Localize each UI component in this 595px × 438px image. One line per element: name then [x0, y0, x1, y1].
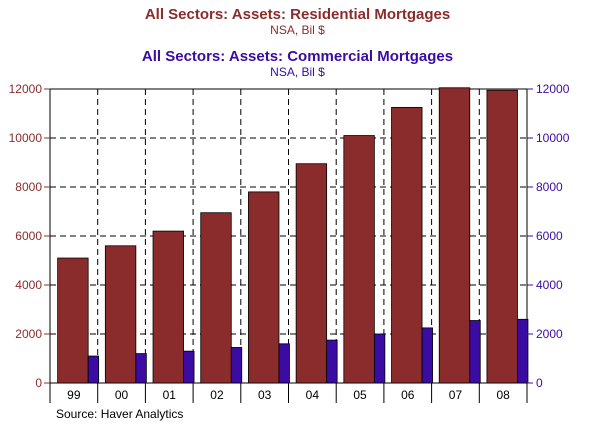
bar-commercial-06: [421, 327, 433, 384]
bar-residential-05: [343, 135, 375, 384]
bar-commercial-08: [517, 318, 529, 384]
bar-residential-04: [295, 163, 328, 384]
left-axis-tick-label: 12000: [9, 82, 43, 96]
x-axis-tick-label: 05: [353, 388, 367, 402]
bar-residential-06: [391, 106, 423, 384]
left-axis-tick-label: 4000: [15, 278, 42, 292]
right-axis-tick-label: 2000: [536, 327, 563, 341]
bar-commercial-05: [373, 333, 386, 384]
left-axis-tick-label: 0: [35, 376, 42, 390]
bar-commercial-99: [87, 355, 100, 384]
x-axis-tick-label: 07: [449, 388, 463, 402]
x-axis-tick-label: 06: [401, 388, 415, 402]
x-axis-tick-label: 04: [306, 388, 320, 402]
bar-residential-02: [200, 212, 232, 384]
x-axis-tick-label: 02: [210, 388, 224, 402]
right-axis-tick-label: 10000: [536, 131, 570, 145]
right-axis-tick-label: 8000: [536, 180, 563, 194]
x-axis-tick-label: 99: [67, 388, 81, 402]
left-axis-tick-label: 6000: [15, 229, 42, 243]
bar-residential-07: [438, 87, 471, 384]
bar-commercial-07: [469, 320, 481, 384]
right-axis-tick-label: 12000: [536, 82, 570, 96]
bar-residential-08: [486, 89, 518, 384]
bar-commercial-03: [278, 343, 290, 384]
left-axis-tick-label: 8000: [15, 180, 42, 194]
bar-commercial-01: [183, 350, 195, 384]
bar-residential-00: [104, 245, 137, 384]
bar-commercial-04: [326, 339, 338, 384]
source-note: Source: Haver Analytics: [56, 407, 184, 421]
chart-subtitle-commercial: NSA, Bil $: [270, 65, 325, 79]
right-axis-tick-label: 6000: [536, 229, 563, 243]
x-axis-tick-label: 08: [496, 388, 510, 402]
bar-residential-01: [152, 230, 184, 384]
right-axis-tick-label: 0: [536, 376, 543, 390]
x-axis-tick-label: 00: [115, 388, 129, 402]
x-axis-tick-label: 03: [258, 388, 272, 402]
x-axis-tick-label: 01: [163, 388, 177, 402]
right-axis-tick-label: 4000: [536, 278, 563, 292]
chart-title-commercial: All Sectors: Assets: Commercial Mortgage…: [141, 48, 454, 65]
left-axis-tick-label: 10000: [9, 131, 43, 145]
chart-title-residential: All Sectors: Assets: Residential Mortgag…: [144, 6, 451, 23]
bar-residential-03: [248, 191, 280, 384]
left-axis-tick-label: 2000: [15, 327, 42, 341]
chart-subtitle-residential: NSA, Bil $: [270, 23, 325, 37]
bar-residential-99: [57, 257, 89, 384]
bar-commercial-00: [135, 353, 147, 384]
bar-commercial-02: [230, 347, 243, 384]
